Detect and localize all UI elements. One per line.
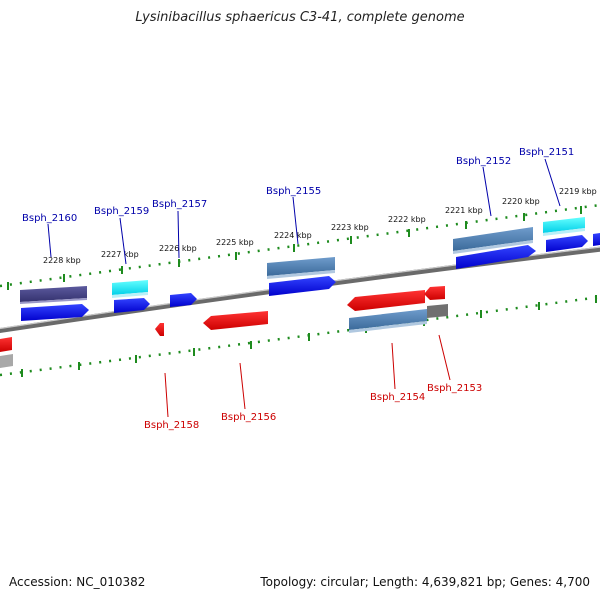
gene-block-shadow — [453, 240, 533, 254]
gene-arrow — [424, 286, 445, 300]
scale-label: 2219 kbp — [559, 187, 597, 196]
gene-label[interactable]: Bsph_2152 — [456, 156, 511, 167]
gene-block — [543, 217, 585, 233]
gene-arrow — [269, 276, 336, 296]
plus-labels: Bsph_2160 Bsph_2159 Bsph_2157 Bsph_2155 … — [22, 147, 574, 224]
gene-label[interactable]: Bsph_2155 — [266, 186, 321, 197]
gene-arrow — [170, 293, 197, 307]
minus-strand-features — [0, 286, 448, 368]
scale-label: 2223 kbp — [331, 223, 369, 232]
gene-label[interactable]: Bsph_2156 — [221, 412, 276, 423]
minus-label-leaders — [164, 334, 451, 418]
gene-label[interactable]: Bsph_2157 — [152, 199, 207, 210]
scale-label: 2227 kbp — [101, 250, 139, 259]
gene-block-shadow — [20, 298, 87, 304]
gene-block-shadow — [267, 270, 335, 279]
plus-strand-features — [20, 217, 600, 321]
gene-block-shadow — [543, 228, 585, 236]
map-title: Lysinibacillus sphaericus C3-41, complet… — [135, 10, 465, 25]
gene-label[interactable]: Bsph_2160 — [22, 213, 77, 224]
gene-arrow — [203, 311, 268, 330]
scale-label: 2220 kbp — [502, 197, 540, 206]
scale-label: 2226 kbp — [159, 244, 197, 253]
scale-label: 2224 kbp — [274, 231, 312, 240]
scale-label: 2228 kbp — [43, 256, 81, 265]
gene-block-shadow — [112, 292, 148, 298]
gene-block-shadow — [349, 321, 427, 333]
gene-label[interactable]: Bsph_2158 — [144, 420, 199, 431]
gene-label[interactable]: Bsph_2159 — [94, 206, 149, 217]
gene-arrow — [114, 298, 150, 313]
scale-label: 2221 kbp — [445, 206, 483, 215]
gene-label[interactable]: Bsph_2153 — [427, 383, 482, 394]
scale-label: 2222 kbp — [388, 215, 426, 224]
upper-scale — [0, 203, 600, 290]
gene-arrow — [0, 337, 12, 352]
gene-arrow — [21, 304, 89, 321]
gene-arrow — [347, 290, 425, 311]
gene-label[interactable]: Bsph_2154 — [370, 392, 425, 403]
gene-block — [349, 309, 427, 330]
gene-arrow — [456, 245, 536, 269]
topology-text: Topology: circular; Length: 4,639,821 bp… — [260, 575, 590, 589]
minus-labels: Bsph_2158 Bsph_2156 Bsph_2154 Bsph_2153 — [144, 383, 482, 431]
gene-arrow — [546, 235, 588, 252]
gene-block — [112, 280, 148, 295]
lower-scale — [0, 295, 600, 377]
gene-label[interactable]: Bsph_2151 — [519, 147, 574, 158]
gene-block — [267, 257, 335, 276]
accession-text: Accession: NC_010382 — [9, 575, 146, 589]
gene-block — [0, 354, 13, 368]
gene-arrow — [593, 233, 600, 246]
gene-block — [427, 304, 448, 318]
gene-block — [453, 227, 533, 251]
scale-label: 2225 kbp — [216, 238, 254, 247]
scale-labels: 2228 kbp 2227 kbp 2226 kbp 2225 kbp 2224… — [43, 187, 597, 265]
gene-arrow — [155, 323, 164, 336]
gene-block — [20, 286, 87, 302]
plus-label-leaders — [47, 158, 561, 265]
